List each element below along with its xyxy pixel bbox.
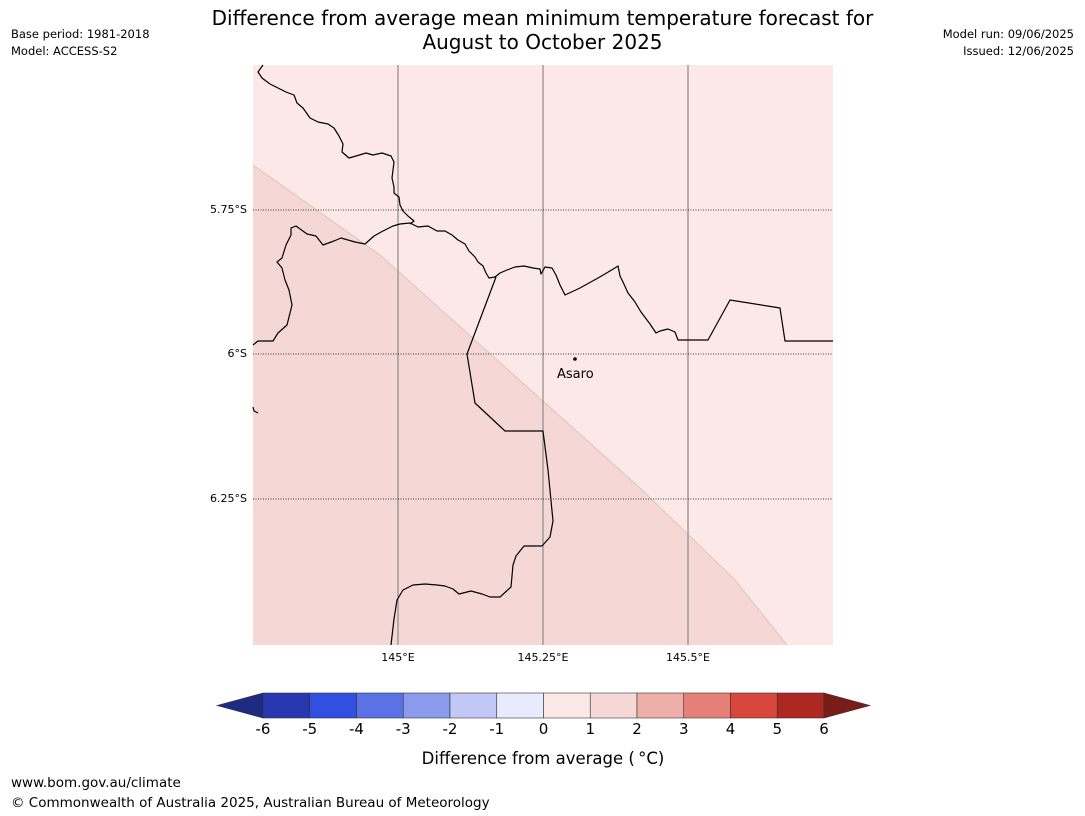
footer-url: www.bom.gov.au/climate	[11, 775, 181, 791]
forecast-zone-2-to-3	[253, 165, 787, 645]
zone-boundary	[252, 164, 788, 646]
boundary-north	[257, 64, 415, 225]
colorbar-title: Difference from average ( °C)	[422, 749, 665, 768]
colorbar-tick-label: -6	[256, 720, 271, 738]
meta-right: Model run: 09/06/2025 Issued: 12/06/2025	[943, 26, 1074, 60]
colorbar-tick-label: -1	[489, 720, 504, 738]
colorbar: -6 -5 -4 -3 -2 -1 0 1 2 3 4 5 6	[215, 692, 872, 738]
colorbar-tick-label: 2	[632, 720, 642, 738]
colorbar-extend-high	[823, 692, 872, 719]
colorbar-tick-label: -4	[349, 720, 364, 738]
colorbar-segment	[543, 692, 591, 719]
colorbar-segment	[402, 692, 451, 719]
boundary-central	[252, 222, 833, 346]
map-title: Difference from average mean minimum tem…	[0, 6, 1085, 54]
meta-left: Base period: 1981-2018 Model: ACCESS-S2	[11, 26, 150, 60]
map-panel: Asaro 5.75°S 6°S 6.25°S 145°E 145.25°E 1…	[210, 64, 833, 664]
title-line-2: August to October 2025	[422, 30, 663, 54]
colorbar-extend-low	[215, 692, 264, 719]
issued-date: Issued: 12/06/2025	[963, 44, 1074, 58]
lon-label-145-5: 145.5°E	[666, 651, 710, 664]
asaro-marker	[573, 357, 577, 361]
model-run: Model run: 09/06/2025	[942, 27, 1074, 41]
lon-label-145: 145°E	[381, 651, 414, 664]
colorbar-tick-label: 4	[726, 720, 736, 738]
boundary-west-edge	[252, 406, 259, 414]
colorbar-segment	[730, 692, 778, 719]
lat-label-6-25: 6.25°S	[210, 492, 247, 505]
colorbar-tick-label: 3	[679, 720, 689, 738]
asaro-label: Asaro	[557, 367, 594, 382]
colorbar-segment	[262, 692, 311, 719]
boundary-south	[390, 276, 554, 646]
colorbar-tick-label: 6	[819, 720, 829, 738]
colorbar-segment	[496, 692, 544, 719]
colorbar-tick-label: -2	[443, 720, 458, 738]
base-period: Base period: 1981-2018	[11, 27, 150, 41]
colorbar-segment	[356, 692, 404, 719]
colorbar-tick-label: 0	[539, 720, 549, 738]
lat-label-6: 6°S	[228, 347, 247, 360]
colorbar-segment	[683, 692, 731, 719]
colorbar-tick-label: 5	[772, 720, 782, 738]
colorbar-segment	[636, 692, 685, 719]
colorbar-tick-label: -5	[302, 720, 317, 738]
footer-copyright: © Commonwealth of Australia 2025, Austra…	[11, 795, 490, 811]
colorbar-segment	[309, 692, 357, 719]
colorbar-segment	[776, 692, 825, 719]
model-name: Model: ACCESS-S2	[11, 44, 118, 58]
lat-label-5-75: 5.75°S	[210, 203, 247, 216]
lon-label-145-25: 145.25°E	[518, 651, 569, 664]
colorbar-segment	[449, 692, 498, 719]
title-line-1: Difference from average mean minimum tem…	[211, 6, 874, 30]
colorbar-tick-label: -3	[396, 720, 411, 738]
colorbar-tick-label: 1	[585, 720, 595, 738]
province-boundaries	[252, 64, 833, 646]
colorbar-segment	[589, 692, 638, 719]
